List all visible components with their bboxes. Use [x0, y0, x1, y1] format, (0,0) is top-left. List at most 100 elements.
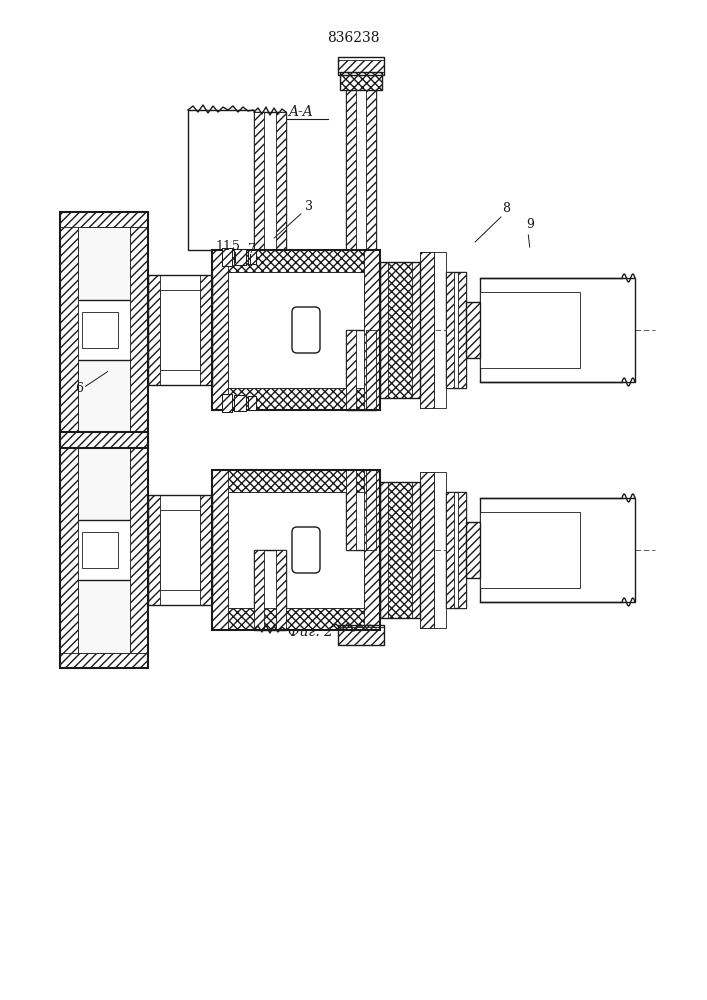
Text: 7: 7: [248, 243, 256, 256]
Bar: [466, 522, 480, 578]
Bar: [420, 472, 434, 628]
Text: 6: 6: [75, 382, 83, 395]
Bar: [380, 262, 388, 398]
Bar: [364, 470, 380, 630]
Bar: [458, 492, 466, 608]
Bar: [466, 522, 480, 578]
Bar: [480, 512, 580, 588]
Bar: [248, 250, 256, 264]
Bar: [148, 275, 212, 385]
Bar: [212, 608, 380, 630]
Bar: [346, 70, 356, 250]
Bar: [446, 492, 466, 608]
Bar: [60, 432, 78, 668]
Bar: [366, 470, 376, 550]
FancyBboxPatch shape: [292, 527, 320, 573]
Bar: [148, 495, 160, 605]
Bar: [346, 470, 376, 550]
Bar: [222, 394, 232, 412]
Bar: [234, 395, 246, 411]
Bar: [446, 492, 454, 608]
Bar: [60, 433, 148, 448]
Bar: [446, 272, 466, 388]
Bar: [276, 112, 286, 250]
Bar: [346, 70, 376, 250]
Bar: [212, 388, 380, 410]
Bar: [346, 330, 376, 410]
Bar: [346, 470, 356, 550]
Bar: [458, 272, 466, 388]
Bar: [380, 262, 420, 398]
Text: 836238: 836238: [327, 31, 379, 45]
Bar: [338, 627, 384, 645]
Bar: [222, 248, 232, 266]
Bar: [234, 395, 246, 411]
Bar: [466, 302, 480, 358]
Bar: [254, 550, 264, 630]
Bar: [60, 212, 148, 227]
Bar: [148, 275, 160, 385]
Bar: [160, 290, 200, 370]
Bar: [340, 72, 382, 90]
Text: A-A: A-A: [288, 105, 312, 119]
Bar: [254, 550, 286, 630]
Bar: [420, 252, 434, 408]
Bar: [380, 482, 420, 618]
Bar: [78, 447, 130, 653]
Bar: [228, 492, 364, 608]
Bar: [254, 112, 286, 250]
FancyBboxPatch shape: [292, 307, 320, 353]
Bar: [412, 482, 420, 618]
Bar: [60, 212, 148, 448]
Bar: [346, 330, 356, 410]
Bar: [234, 249, 246, 265]
Bar: [338, 60, 384, 72]
Bar: [212, 470, 380, 492]
Bar: [200, 495, 212, 605]
Bar: [276, 550, 286, 630]
Text: 5: 5: [232, 240, 240, 253]
Text: 3: 3: [305, 200, 313, 213]
Bar: [380, 482, 388, 618]
Bar: [222, 394, 232, 412]
Bar: [254, 112, 264, 250]
Bar: [340, 72, 382, 90]
Text: 11: 11: [215, 240, 231, 253]
Bar: [234, 249, 246, 265]
Text: 8: 8: [502, 202, 510, 215]
Bar: [248, 396, 256, 410]
Bar: [228, 272, 364, 388]
Bar: [160, 510, 200, 590]
Bar: [434, 472, 446, 628]
Bar: [380, 482, 420, 618]
Bar: [130, 227, 148, 433]
Bar: [200, 275, 212, 385]
Bar: [188, 110, 254, 250]
Bar: [212, 250, 380, 272]
Bar: [338, 625, 384, 645]
Bar: [434, 252, 446, 408]
Text: 9: 9: [526, 218, 534, 231]
Bar: [420, 252, 434, 408]
Text: Фиг. 2: Фиг. 2: [288, 625, 332, 639]
Bar: [60, 520, 150, 580]
Bar: [248, 396, 256, 410]
Bar: [446, 272, 454, 388]
Bar: [338, 57, 384, 75]
Bar: [82, 532, 118, 568]
Bar: [60, 212, 78, 448]
Bar: [82, 312, 118, 348]
Bar: [60, 432, 148, 668]
Bar: [212, 250, 228, 410]
Bar: [60, 432, 148, 447]
Bar: [130, 447, 148, 653]
Bar: [366, 70, 376, 250]
Bar: [380, 262, 420, 398]
Bar: [148, 495, 212, 605]
Bar: [412, 262, 420, 398]
Bar: [466, 302, 480, 358]
Bar: [60, 653, 148, 668]
Bar: [212, 250, 380, 410]
Bar: [248, 250, 256, 264]
Bar: [222, 248, 232, 266]
